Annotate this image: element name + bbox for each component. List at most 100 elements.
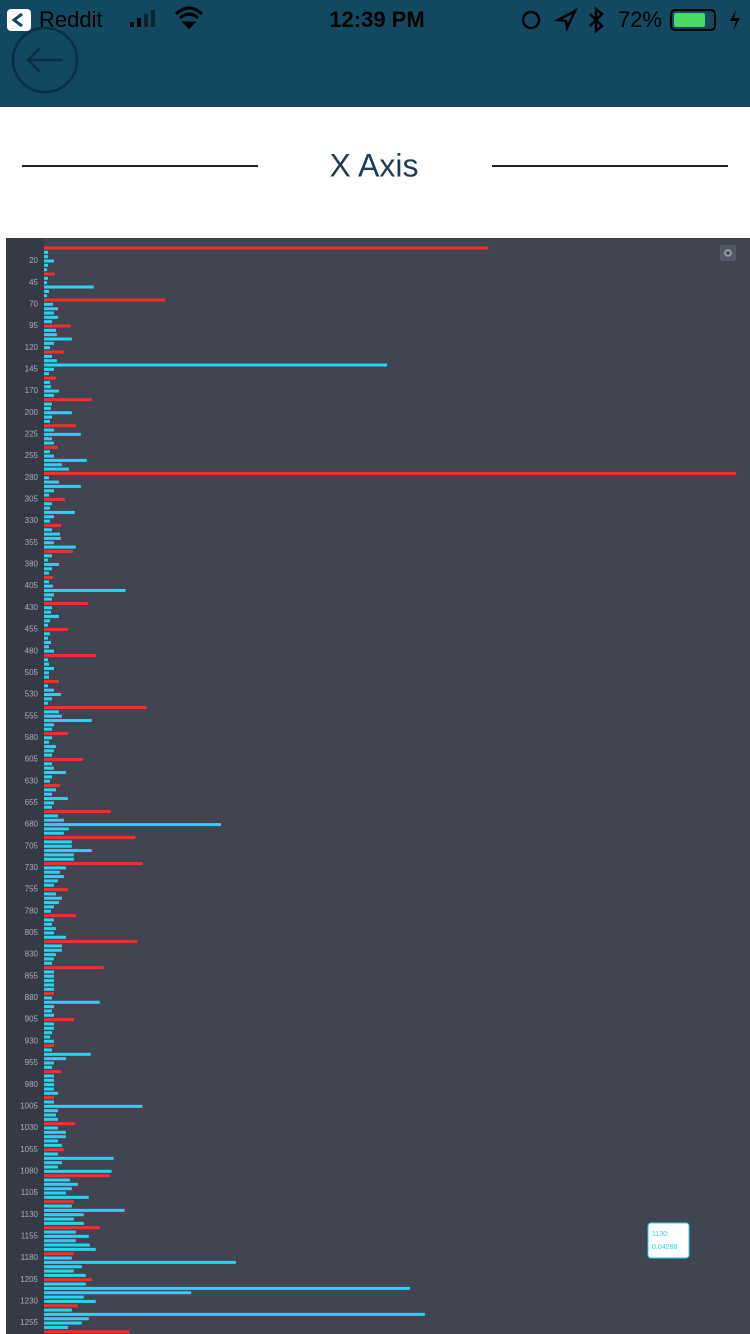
bar [44,688,54,692]
bar [44,1091,58,1095]
bar [44,1269,74,1273]
bar [44,614,59,618]
bar [44,1312,425,1316]
bar [44,653,96,657]
bar [44,480,59,484]
bar [44,758,83,762]
bar [44,350,64,354]
bar [44,714,62,718]
bar [44,719,92,723]
y-tick-label: 655 [25,798,39,807]
y-tick-label: 455 [25,625,39,634]
y-tick-label: 70 [29,299,38,308]
bar [44,380,50,384]
bar [44,1070,61,1074]
bar [44,263,48,267]
status-time: 12:39 PM [329,7,424,32]
y-tick-label: 380 [25,560,39,569]
bar [44,528,52,532]
chart-panel [6,238,750,1334]
y-tick-label: 20 [29,256,38,265]
y-tick-label: 120 [25,343,39,352]
bar [44,797,68,801]
y-tick-label: 45 [29,278,38,287]
charging-icon [730,10,740,31]
y-tick-label: 280 [25,473,39,482]
bar [44,1035,50,1039]
bar [44,940,138,944]
bar [44,1117,58,1121]
bar [44,862,143,866]
battery-level [674,13,705,27]
bar [44,1278,92,1282]
bar [44,1113,56,1117]
bar [44,467,69,471]
bar [44,1204,72,1208]
bar [44,1308,72,1312]
bar [44,788,56,792]
y-tick-label: 530 [25,690,39,699]
bar [44,272,55,276]
bar [44,840,72,844]
bar [44,1139,58,1143]
bar [44,294,47,298]
bar [44,935,66,939]
bar [44,896,62,900]
bar [44,1057,66,1061]
bar [44,970,54,974]
bar [44,831,64,835]
bar [44,1169,112,1173]
bar [44,974,54,978]
bar [44,255,48,259]
back-app-icon[interactable] [7,9,31,31]
y-tick-label: 305 [25,495,39,504]
bar [44,1009,52,1013]
bar [44,1083,54,1087]
bar [44,437,52,441]
bar [44,558,48,562]
y-tick-label: 680 [25,820,39,829]
y-tick-label: 905 [25,1015,39,1024]
bar [44,649,54,653]
bar [44,1174,110,1178]
bar [44,779,50,783]
bar [44,944,62,948]
bar [44,1321,82,1325]
bar [44,1191,66,1195]
bar [44,497,65,501]
y-tick-label: 1255 [20,1318,38,1327]
y-tick-label: 1055 [20,1145,38,1154]
y-tick-label: 355 [25,538,39,547]
bar [44,411,72,415]
bar [44,857,74,861]
bar [44,1213,84,1217]
wifi-icon [174,6,204,30]
bar [44,762,52,766]
bar [44,476,49,480]
bar [44,892,56,896]
bar [44,601,88,605]
bar [44,727,52,731]
bar [44,953,56,957]
bar [44,333,57,337]
y-tick-label: 980 [25,1080,39,1089]
bar [44,328,56,332]
y-tick-label: 705 [25,841,39,850]
bar [44,909,51,913]
settings-button[interactable] [720,245,736,261]
bar [44,463,62,467]
bar [44,818,64,822]
bar [44,289,49,293]
bar [44,983,54,987]
bar [44,363,388,367]
bar [44,905,54,909]
bar [44,636,48,640]
bar [44,1135,66,1139]
bar [44,1260,236,1264]
bar [44,311,54,315]
back-button[interactable] [11,26,79,94]
bar [44,515,54,519]
bar [44,658,48,662]
bar [44,1026,54,1030]
